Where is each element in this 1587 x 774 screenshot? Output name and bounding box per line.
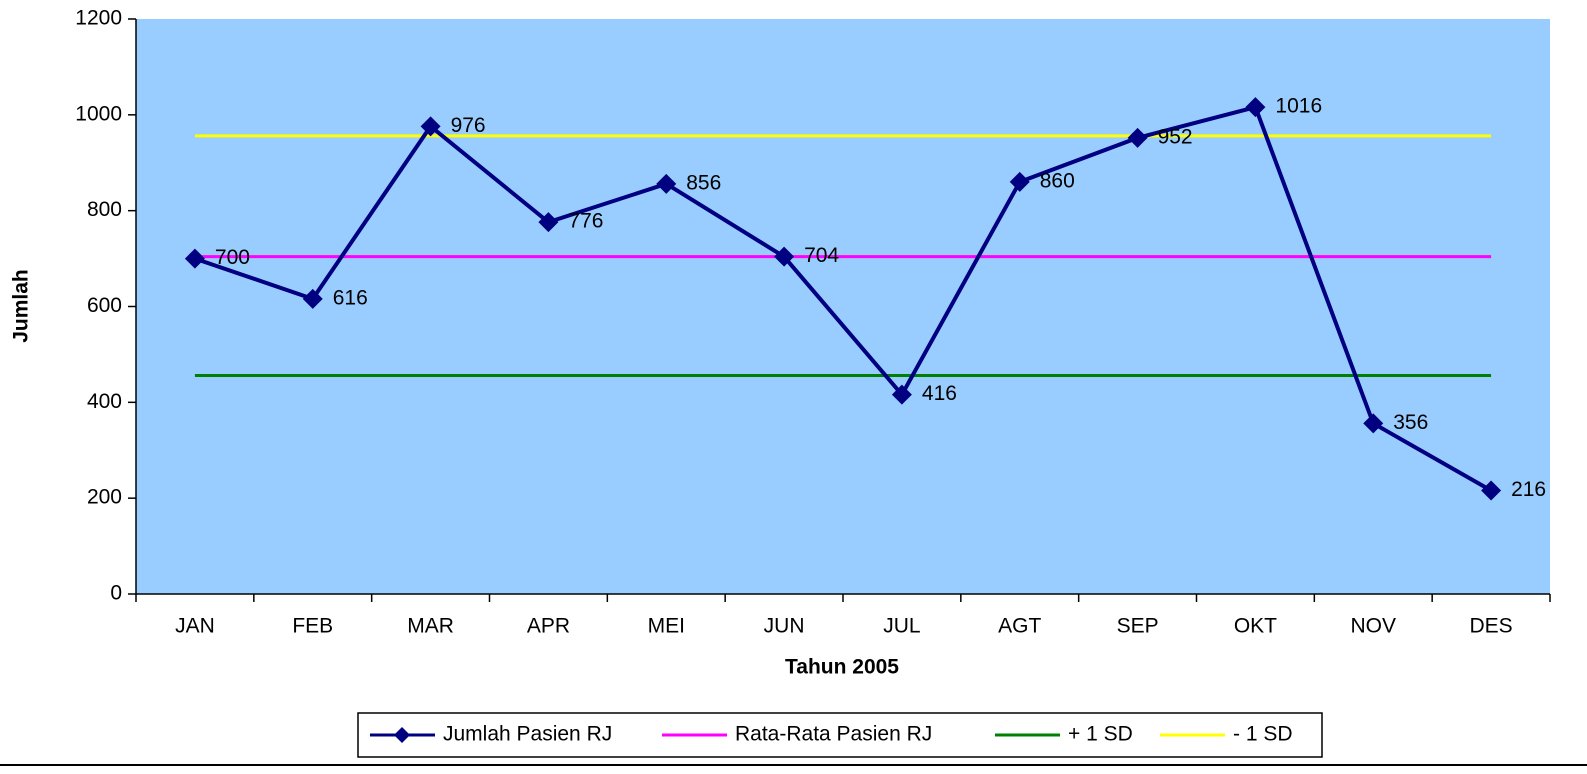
x-tick-label: OKT <box>1234 615 1277 638</box>
data-point <box>302 288 323 309</box>
data-point <box>656 173 677 194</box>
data-point <box>1009 171 1030 192</box>
series-line <box>194 104 1493 493</box>
data-point <box>1481 480 1502 501</box>
y-tick-label: 600 <box>87 294 122 317</box>
data-point <box>1127 127 1148 148</box>
data-point <box>538 212 559 233</box>
data-point <box>774 246 795 267</box>
data-point <box>891 384 912 405</box>
y-tick-label: 1000 <box>75 102 122 125</box>
y-tick-label: 800 <box>87 198 122 221</box>
data-label: 952 <box>1158 125 1193 148</box>
x-tick-label: AGT <box>998 615 1041 638</box>
data-label: 856 <box>686 171 721 194</box>
legend-marker <box>394 727 410 743</box>
data-point <box>1245 97 1266 118</box>
data-label: 776 <box>568 210 603 233</box>
data-point <box>420 116 441 137</box>
data-label: 356 <box>1393 411 1428 434</box>
y-axis-title: Jumlah <box>10 269 33 343</box>
legend-label: + 1 SD <box>1068 723 1133 746</box>
data-point <box>1363 413 1384 434</box>
x-tick-label: DES <box>1469 615 1512 638</box>
data-label: 704 <box>804 244 839 267</box>
y-tick-label: 200 <box>87 486 122 509</box>
data-label: 616 <box>333 286 368 309</box>
y-tick-label: 1200 <box>75 7 122 30</box>
legend-label: - 1 SD <box>1233 723 1293 746</box>
data-label: 976 <box>451 114 486 137</box>
x-axis-title: Tahun 2005 <box>785 656 899 679</box>
x-tick-label: NOV <box>1350 615 1396 638</box>
x-tick-label: JUN <box>764 615 805 638</box>
data-point <box>184 248 205 269</box>
x-tick-label: MAR <box>407 615 454 638</box>
legend-label: Jumlah Pasien RJ <box>443 723 612 746</box>
x-tick-label: JAN <box>175 615 215 638</box>
x-tick-label: APR <box>527 615 570 638</box>
y-tick-label: 0 <box>110 582 122 605</box>
data-label: 416 <box>922 382 957 405</box>
x-tick-label: MEI <box>648 615 685 638</box>
x-tick-label: SEP <box>1117 615 1159 638</box>
data-label: 700 <box>215 246 250 269</box>
y-tick-label: 400 <box>87 390 122 413</box>
legend-label: Rata-Rata Pasien RJ <box>735 723 932 746</box>
data-label: 1016 <box>1275 95 1322 118</box>
data-label: 860 <box>1040 169 1075 192</box>
plot-area <box>136 19 1550 594</box>
x-tick-label: JUL <box>883 615 920 638</box>
data-label: 216 <box>1511 478 1546 501</box>
x-tick-label: FEB <box>292 615 333 638</box>
